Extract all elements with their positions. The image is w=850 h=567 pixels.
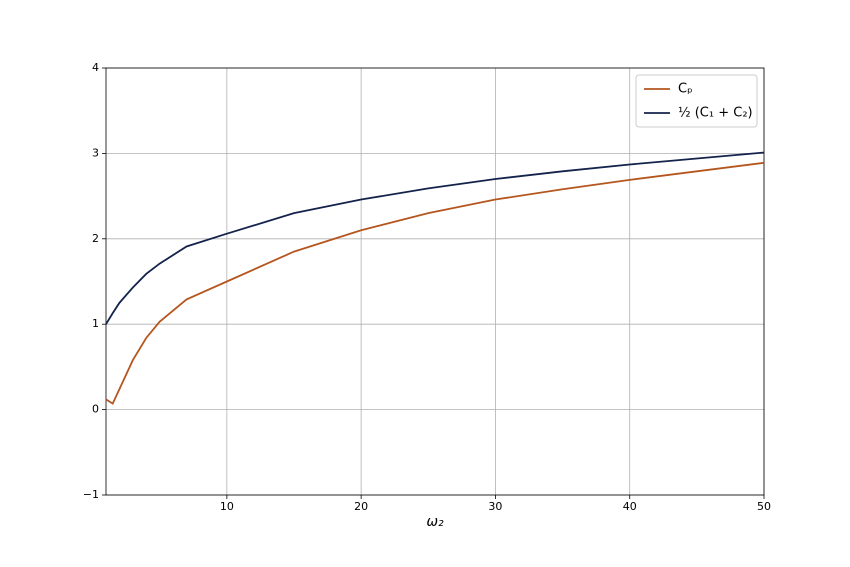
y-tick-label: 1 <box>92 317 99 330</box>
y-tick-label: 0 <box>92 403 99 416</box>
y-tick-label: 3 <box>92 146 99 159</box>
line-series <box>105 151 765 325</box>
x-tick-label: 10 <box>220 500 234 513</box>
line-series <box>105 161 765 405</box>
x-tick-label: 20 <box>354 500 368 513</box>
legend-label: ½ (C₁ + C₂) <box>678 106 753 121</box>
legend-box <box>635 74 758 128</box>
x-tick-label: 50 <box>757 500 771 513</box>
x-tick-label: 40 <box>623 500 637 513</box>
x-tick-label: 30 <box>488 500 502 513</box>
y-tick-label: −1 <box>83 488 99 501</box>
y-tick-label: 4 <box>92 61 99 74</box>
plot-frame <box>105 67 765 496</box>
legend-label: Cₚ <box>678 82 693 97</box>
y-tick-label: 2 <box>92 232 99 245</box>
x-axis-label: ω₂ <box>426 514 444 530</box>
